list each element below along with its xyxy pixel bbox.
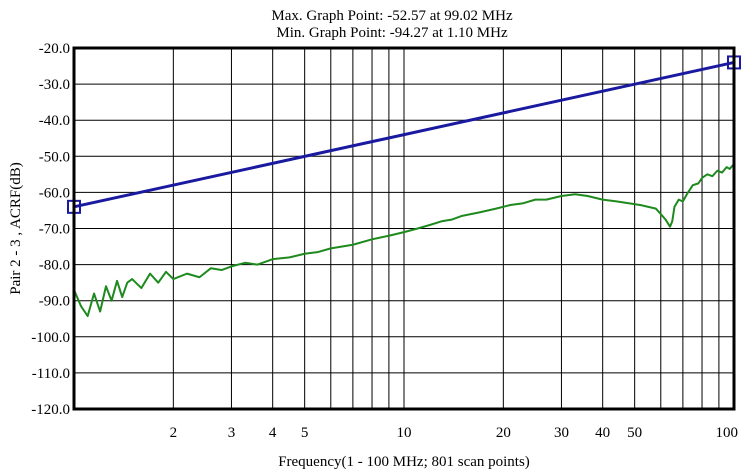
grid [74, 47, 734, 410]
measured-trace [73, 164, 735, 318]
y-tick-label: -100.0 [31, 330, 70, 346]
y-tick-label: -70.0 [39, 222, 70, 238]
y-tick-label: -120.0 [31, 402, 70, 418]
y-tick-labels: -20.0 -30.0 -40.0 -50.0 -60.0 -70.0 -80.0 -90.0… [31, 41, 70, 418]
chart-title-line: Min. Graph Point: -94.27 at 1.10 MHz [276, 25, 508, 41]
limit-line [73, 60, 735, 209]
x-axis-label: Frequency(1 - 100 MHz; 801 scan points) [278, 454, 530, 470]
y-axis-label: Pair 2 - 3 , ACRF(dB) [8, 162, 24, 295]
y-tick-label: -90.0 [39, 294, 70, 310]
y-tick-label: -20.0 [39, 41, 70, 57]
y-tick-label: -30.0 [39, 77, 70, 93]
x-tick-label: 5 [301, 425, 309, 441]
plot-frame [72, 46, 736, 411]
chart-title-line: Max. Graph Point: -52.57 at 99.02 MHz [271, 8, 513, 24]
x-tick-labels: 2 3 4 5 10 20 30 40 50 100 [170, 425, 738, 441]
x-tick-label: 30 [554, 425, 569, 441]
x-tick-label: 20 [496, 425, 511, 441]
x-tick-label: 50 [627, 425, 642, 441]
x-tick-label: 4 [269, 425, 277, 441]
y-tick-label: -40.0 [39, 113, 70, 129]
x-tick-label: 40 [595, 425, 610, 441]
x-tick-label: 3 [228, 425, 236, 441]
x-tick-label: 2 [170, 425, 178, 441]
y-tick-label: -110.0 [32, 366, 70, 382]
y-tick-label: -50.0 [39, 149, 70, 165]
x-tick-label: 10 [397, 425, 412, 441]
chart-title: Max. Graph Point: -52.57 at 99.02 MHzMin… [271, 8, 513, 41]
y-tick-label: -60.0 [39, 185, 70, 201]
y-tick-label: -80.0 [39, 258, 70, 274]
x-tick-label: 100 [716, 425, 739, 441]
